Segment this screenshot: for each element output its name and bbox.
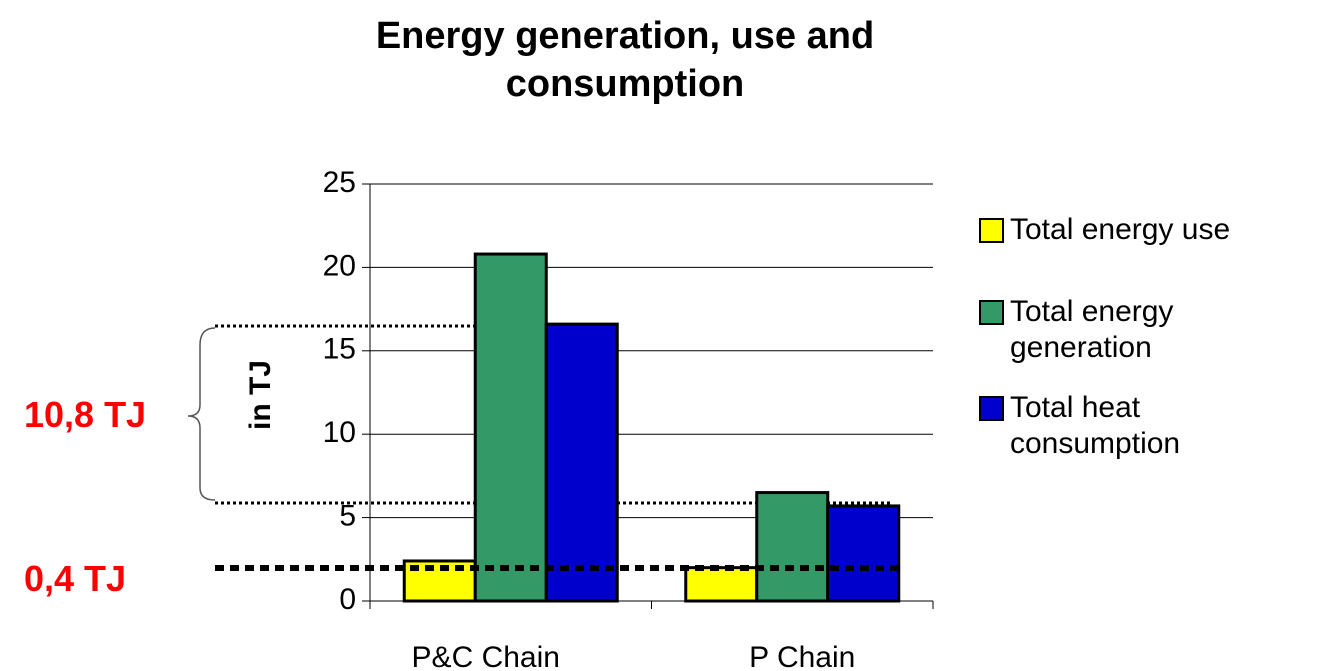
chart-title: Energy generation, use and consumption: [375, 15, 875, 105]
legend-item: Total energy use: [979, 212, 1260, 248]
annotation: 10,8 TJ: [24, 394, 147, 435]
y-tick-label: 15: [323, 333, 356, 366]
brace: [187, 327, 216, 501]
legend-label: Total heat consumption: [1010, 391, 1181, 460]
legend-swatch: [979, 396, 1004, 421]
legend-swatch: [979, 218, 1004, 243]
y-tick-label: 25: [323, 166, 356, 199]
x-tick-label: P&C Chain: [412, 641, 560, 671]
y-tick-label: 0: [339, 583, 356, 616]
bar: [684, 566, 759, 603]
bar: [473, 252, 548, 603]
annotation: 0,4 TJ: [24, 558, 127, 599]
y-tick-label: 10: [323, 416, 356, 449]
legend-swatch: [979, 300, 1004, 325]
legend: Total energy use Total energy generation T…: [979, 212, 1260, 486]
y-tick-label: 20: [323, 249, 356, 282]
y-tick-label: 5: [339, 500, 356, 533]
legend-item: Total energy generation: [979, 294, 1260, 366]
legend-label: Total energy use: [1010, 213, 1231, 246]
legend-label: Total energy generation: [1010, 295, 1174, 364]
y-axis-label: in TJ: [244, 360, 277, 430]
legend-item: Total heat consumption: [979, 390, 1260, 462]
bar: [755, 491, 830, 603]
bar: [826, 504, 901, 603]
bar: [544, 322, 619, 603]
x-tick-label: P Chain: [749, 641, 855, 671]
